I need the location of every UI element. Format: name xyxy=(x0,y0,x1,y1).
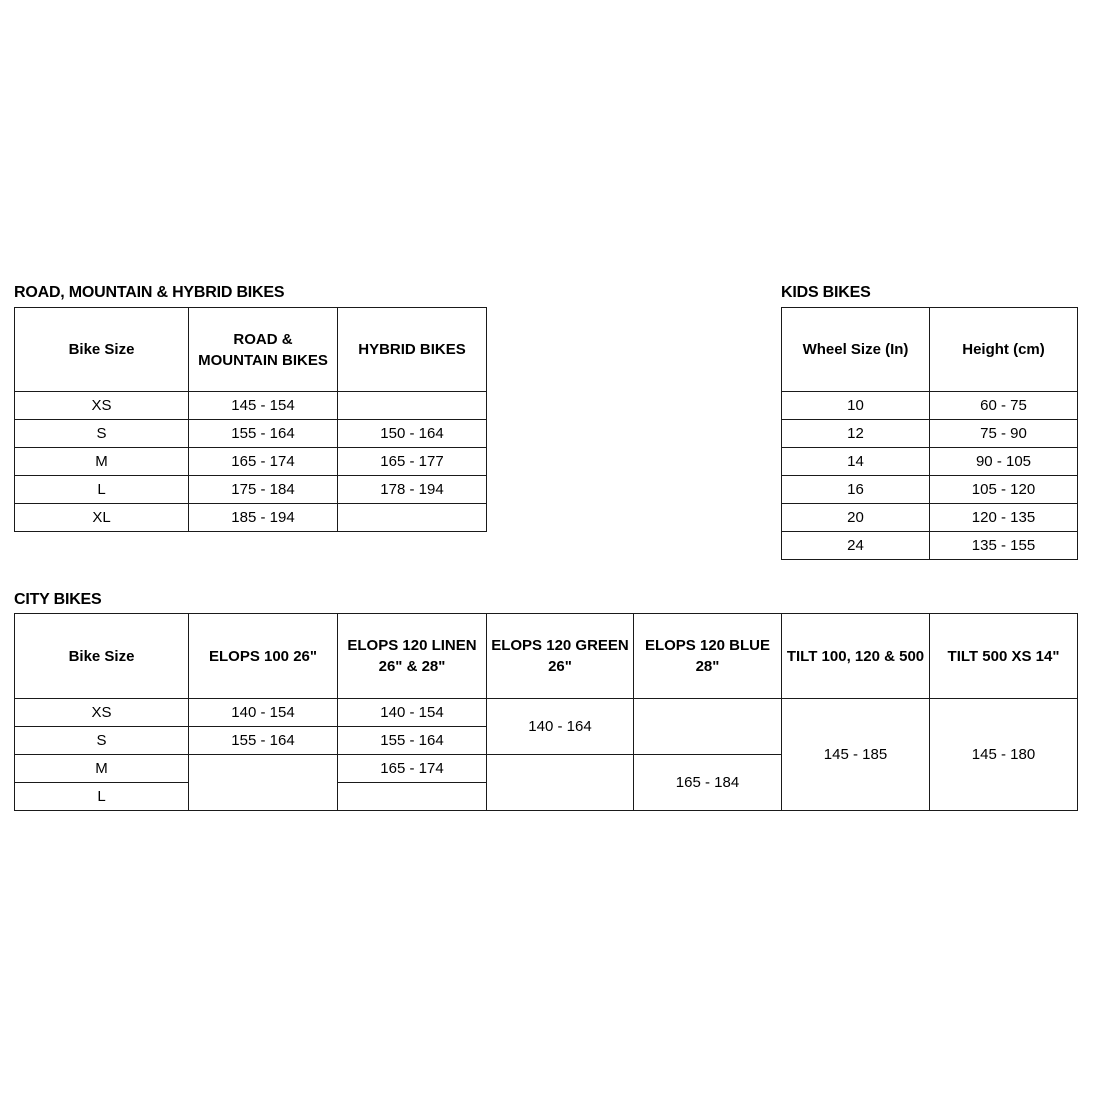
cell-wheel-size: 12 xyxy=(781,419,930,448)
cell-height-range: 60 - 75 xyxy=(929,391,1078,420)
cell-bike-size: S xyxy=(14,419,189,448)
cell-bike-size: XL xyxy=(14,503,189,532)
table-row: L xyxy=(14,782,1078,811)
cell-bike-size: L xyxy=(14,782,189,811)
table-row: 14 90 - 105 xyxy=(781,447,1078,476)
column-header-bike-size: Bike Size xyxy=(14,613,189,699)
cell-elops-100-unavailable xyxy=(188,754,338,811)
cell-elops-120-green-unavailable xyxy=(486,754,634,811)
column-header-bike-size: Bike Size xyxy=(14,307,189,392)
table-row: 24 135 - 155 xyxy=(781,531,1078,560)
city-bikes-title: CITY BIKES xyxy=(14,591,102,608)
cell-height-range: 90 - 105 xyxy=(929,447,1078,476)
cell-bike-size: M xyxy=(14,754,189,783)
cell-hybrid-range: 178 - 194 xyxy=(337,475,487,504)
cell-hybrid-range: 165 - 177 xyxy=(337,447,487,476)
cell-bike-size: L xyxy=(14,475,189,504)
cell-road-mountain-range: 145 - 154 xyxy=(188,391,338,420)
cell-road-mountain-range: 175 - 184 xyxy=(188,475,338,504)
cell-elops-120-blue-range: 165 - 184 xyxy=(633,754,782,811)
column-header-elops-120-blue: ELOPS 120 BLUE 28" xyxy=(633,613,782,699)
cell-wheel-size: 14 xyxy=(781,447,930,476)
cell-hybrid-unavailable xyxy=(337,503,487,532)
cell-elops-120-linen-range: 140 - 154 xyxy=(337,698,487,727)
cell-bike-size: M xyxy=(14,447,189,476)
cell-tilt-500-xs-14-range: 145 - 180 xyxy=(929,698,1078,811)
cell-road-mountain-range: 165 - 174 xyxy=(188,447,338,476)
road-mountain-hybrid-table: Bike Size ROAD & MOUNTAIN BIKES HYBRID B… xyxy=(14,307,487,532)
table-row: 12 75 - 90 xyxy=(781,419,1078,448)
cell-bike-size: S xyxy=(14,726,189,755)
column-header-wheel-size: Wheel Size (In) xyxy=(781,307,930,392)
table-row: XL 185 - 194 xyxy=(14,503,487,532)
table-row: M 165 - 174 165 - 177 xyxy=(14,447,487,476)
cell-tilt-100-120-500-range: 145 - 185 xyxy=(781,698,930,811)
cell-height-range: 120 - 135 xyxy=(929,503,1078,532)
road-mountain-hybrid-title: ROAD, MOUNTAIN & HYBRID BIKES xyxy=(14,284,285,301)
column-header-tilt-500-xs-14: TILT 500 XS 14" xyxy=(929,613,1078,699)
table-row: S 155 - 164 155 - 164 xyxy=(14,726,1078,755)
column-header-tilt-100-120-500: TILT 100, 120 & 500 xyxy=(781,613,930,699)
cell-hybrid-range: 150 - 164 xyxy=(337,419,487,448)
column-header-hybrid-bikes: HYBRID BIKES xyxy=(337,307,487,392)
cell-height-range: 105 - 120 xyxy=(929,475,1078,504)
column-header-road-mountain-bikes: ROAD & MOUNTAIN BIKES xyxy=(188,307,338,392)
table-row: 16 105 - 120 xyxy=(781,475,1078,504)
cell-wheel-size: 10 xyxy=(781,391,930,420)
cell-bike-size: XS xyxy=(14,698,189,727)
cell-wheel-size: 20 xyxy=(781,503,930,532)
table-row: M 165 - 174 165 - 184 xyxy=(14,754,1078,811)
cell-elops-120-green-range: 140 - 164 xyxy=(486,698,634,755)
table-row: L 175 - 184 178 - 194 xyxy=(14,475,487,504)
table-row: 20 120 - 135 xyxy=(781,503,1078,532)
table-header-row: Wheel Size (In) Height (cm) xyxy=(781,307,1078,392)
cell-height-range: 135 - 155 xyxy=(929,531,1078,560)
table-header-row: Bike Size ELOPS 100 26" ELOPS 120 LINEN … xyxy=(14,613,1078,699)
column-header-elops-120-linen: ELOPS 120 LINEN 26" & 28" xyxy=(337,613,487,699)
kids-bikes-title: KIDS BIKES xyxy=(781,284,871,301)
city-bikes-table: Bike Size ELOPS 100 26" ELOPS 120 LINEN … xyxy=(14,613,1078,811)
cell-bike-size: XS xyxy=(14,391,189,420)
cell-wheel-size: 16 xyxy=(781,475,930,504)
table-row: XS 140 - 154 140 - 154 140 - 164 145 - 1… xyxy=(14,698,1078,811)
cell-elops-120-linen-range: 165 - 174 xyxy=(337,754,487,783)
table-row: S 155 - 164 150 - 164 xyxy=(14,419,487,448)
cell-elops-120-blue-unavailable xyxy=(633,698,782,755)
cell-elops-100-range: 140 - 154 xyxy=(188,698,338,727)
table-row: 10 60 - 75 xyxy=(781,391,1078,420)
table-row: XS 145 - 154 xyxy=(14,391,487,420)
column-header-elops-120-green: ELOPS 120 GREEN 26" xyxy=(486,613,634,699)
cell-road-mountain-range: 185 - 194 xyxy=(188,503,338,532)
cell-road-mountain-range: 155 - 164 xyxy=(188,419,338,448)
cell-height-range: 75 - 90 xyxy=(929,419,1078,448)
table-header-row: Bike Size ROAD & MOUNTAIN BIKES HYBRID B… xyxy=(14,307,487,392)
cell-elops-120-linen-unavailable xyxy=(337,782,487,811)
cell-hybrid-unavailable xyxy=(337,391,487,420)
cell-wheel-size: 24 xyxy=(781,531,930,560)
column-header-elops-100-26: ELOPS 100 26" xyxy=(188,613,338,699)
kids-bikes-table: Wheel Size (In) Height (cm) 10 60 - 75 1… xyxy=(781,307,1078,560)
column-header-height: Height (cm) xyxy=(929,307,1078,392)
cell-elops-100-range: 155 - 164 xyxy=(188,726,338,755)
cell-elops-120-linen-range: 155 - 164 xyxy=(337,726,487,755)
